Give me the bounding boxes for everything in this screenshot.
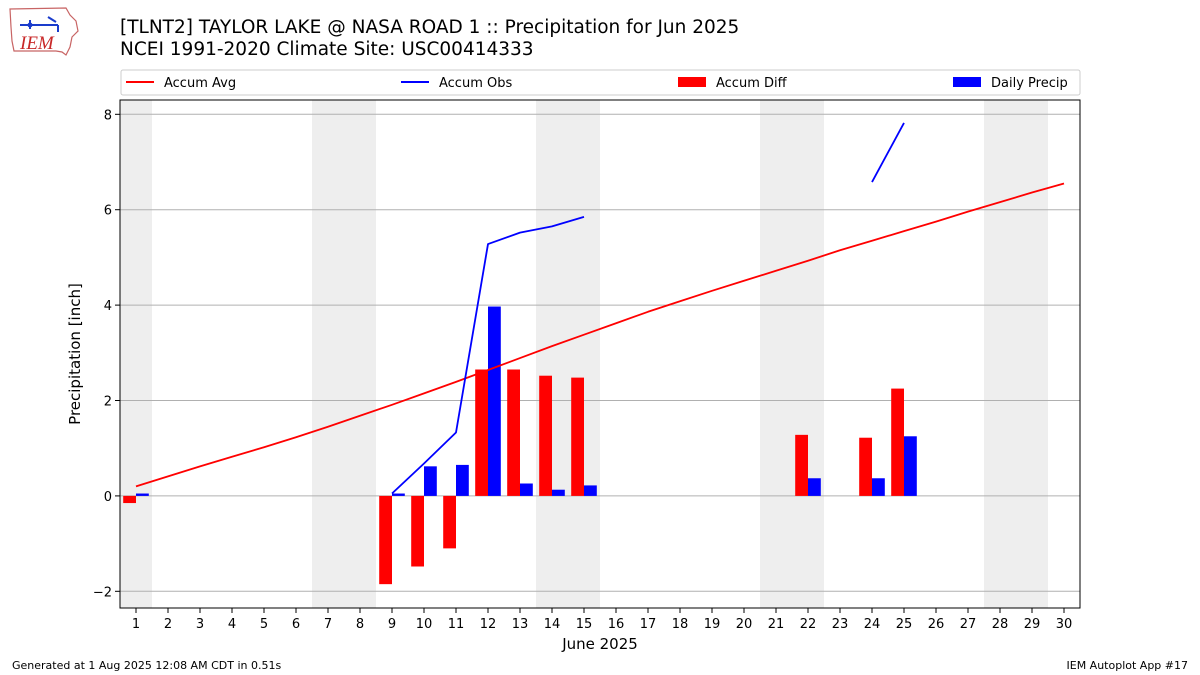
plot-frame xyxy=(119,99,1081,609)
iem-logo: IEM xyxy=(9,7,79,56)
legend-label-accum-diff: Accum Diff xyxy=(716,76,788,91)
x-tick-label: 1 xyxy=(132,617,140,632)
legend-label-accum-obs: Accum Obs xyxy=(439,76,512,91)
generated-timestamp: Generated at 1 Aug 2025 12:08 AM CDT in … xyxy=(12,659,282,672)
weekend-band-22 xyxy=(792,100,824,608)
accum-diff-bar-1 xyxy=(123,495,136,504)
x-tick-label: 28 xyxy=(992,617,1009,632)
accum-obs-line-1 xyxy=(871,122,905,183)
x-tick-label: 22 xyxy=(800,617,817,632)
daily-precip-bar-1 xyxy=(136,493,149,496)
x-tick-label: 8 xyxy=(356,617,364,632)
accum-diff-bar-9 xyxy=(379,495,392,585)
y-tick-label: 6 xyxy=(104,204,112,219)
accum-avg-line-0 xyxy=(135,182,1065,488)
weekend-band-1 xyxy=(120,100,152,608)
iowa-outline-icon xyxy=(9,7,79,56)
daily-precip-bar-13 xyxy=(520,483,533,496)
daily-precip-bar-12 xyxy=(488,306,501,496)
daily-precip-bar-25 xyxy=(904,436,917,496)
x-tick-label: 5 xyxy=(260,617,268,632)
legend-label-accum-avg: Accum Avg xyxy=(164,76,236,91)
y-axis-label: Precipitation [inch] xyxy=(66,283,84,425)
accum-diff-bar-12 xyxy=(475,369,488,496)
x-tick-label: 6 xyxy=(292,617,300,632)
accum-diff-bar-25 xyxy=(891,388,904,496)
daily-precip-bar-11 xyxy=(456,464,469,496)
daily-precip-bar-15 xyxy=(584,485,597,496)
daily-precip-bar-9 xyxy=(392,493,405,496)
x-tick-label: 12 xyxy=(480,617,497,632)
accum-diff-bar-11 xyxy=(443,495,456,549)
y-tick-label: 2 xyxy=(104,395,112,410)
y-tick-label: 8 xyxy=(104,108,112,123)
x-tick-label: 14 xyxy=(544,617,561,632)
accum-obs-line-0 xyxy=(391,216,585,495)
x-tick-label: 2 xyxy=(164,617,172,632)
weekend-band-29 xyxy=(1016,100,1048,608)
accum-diff-bar-13 xyxy=(507,369,520,496)
y-tick-label: −2 xyxy=(93,585,112,600)
chart-title: [TLNT2] TAYLOR LAKE @ NASA ROAD 1 :: Pre… xyxy=(120,17,740,38)
accum-diff-bar-15 xyxy=(571,377,584,496)
y-tick-label: 0 xyxy=(104,490,112,505)
x-tick-label: 20 xyxy=(736,617,753,632)
logo-text: IEM xyxy=(19,33,55,54)
x-tick-label: 29 xyxy=(1024,617,1041,632)
x-tick-label: 4 xyxy=(228,617,236,632)
x-tick-label: 23 xyxy=(832,617,849,632)
accum-diff-bar-22 xyxy=(795,434,808,496)
x-tick-label: 26 xyxy=(928,617,945,632)
legend-swatch-accum-diff xyxy=(678,77,706,87)
daily-precip-bar-22 xyxy=(808,478,821,496)
weekend-band-14 xyxy=(536,100,568,608)
weekend-band-8 xyxy=(344,100,376,608)
weekend-band-28 xyxy=(984,100,1016,608)
y-tick-label: 4 xyxy=(104,299,112,314)
daily-precip-bar-14 xyxy=(552,489,565,496)
x-tick-label: 27 xyxy=(960,617,977,632)
legend-box xyxy=(120,69,1081,96)
x-tick-label: 17 xyxy=(640,617,657,632)
x-tick-label: 9 xyxy=(388,617,396,632)
x-tick-label: 24 xyxy=(864,617,881,632)
chart-subtitle: NCEI 1991-2020 Climate Site: USC00414333 xyxy=(120,39,534,60)
x-tick-label: 19 xyxy=(704,617,721,632)
x-tick-label: 25 xyxy=(896,617,913,632)
x-tick-label: 30 xyxy=(1056,617,1073,632)
accum-diff-bar-14 xyxy=(539,375,552,496)
x-tick-label: 16 xyxy=(608,617,625,632)
daily-precip-bar-24 xyxy=(872,478,885,496)
x-tick-label: 10 xyxy=(416,617,433,632)
sun-icon xyxy=(27,22,33,28)
legend-swatch-daily-precip xyxy=(953,77,981,87)
weekend-band-21 xyxy=(760,100,792,608)
x-tick-label: 21 xyxy=(768,617,785,632)
weekend-band-7 xyxy=(312,100,344,608)
x-tick-label: 3 xyxy=(196,617,204,632)
x-axis-label: June 2025 xyxy=(561,635,638,653)
weekend-band-15 xyxy=(568,100,600,608)
x-tick-label: 7 xyxy=(324,617,332,632)
x-tick-label: 13 xyxy=(512,617,529,632)
accum-diff-bar-24 xyxy=(859,437,872,496)
x-tick-label: 18 xyxy=(672,617,689,632)
accum-diff-bar-10 xyxy=(411,495,424,567)
app-id: IEM Autoplot App #17 xyxy=(1066,659,1189,672)
legend-label-daily-precip: Daily Precip xyxy=(991,76,1068,91)
x-tick-label: 11 xyxy=(448,617,465,632)
x-tick-label: 15 xyxy=(576,617,593,632)
daily-precip-bar-10 xyxy=(424,466,437,496)
